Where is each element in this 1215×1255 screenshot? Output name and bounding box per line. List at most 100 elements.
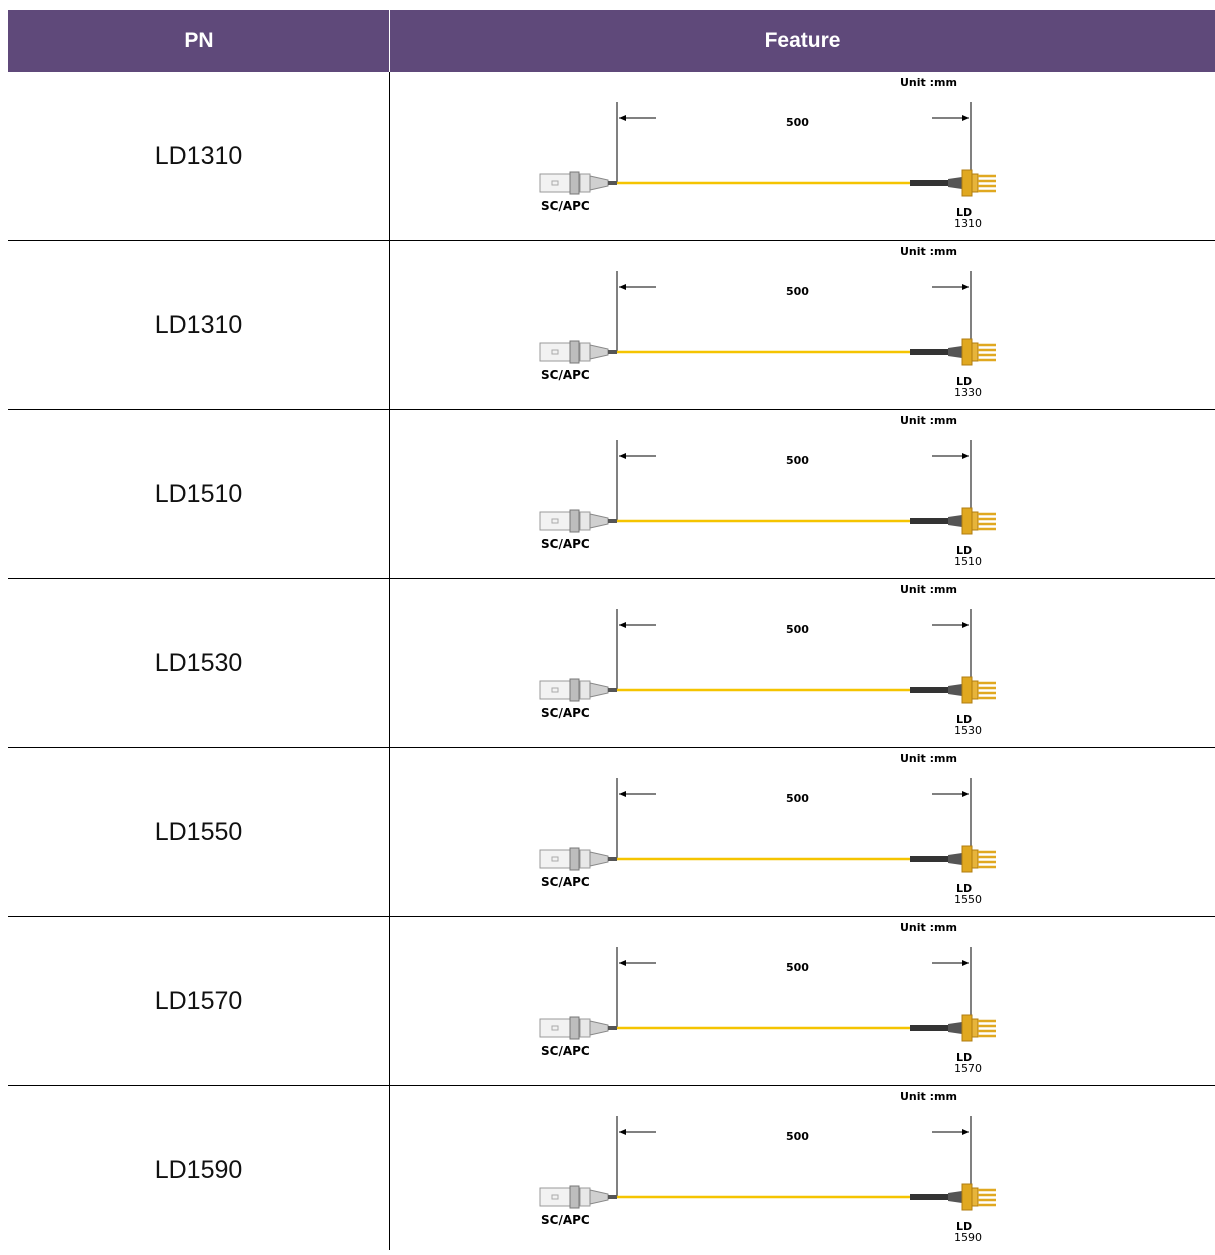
boot-taper — [948, 346, 962, 358]
ld-label: LD — [956, 375, 972, 388]
table-header: PN Feature — [8, 10, 1215, 72]
fiber-boot — [910, 856, 948, 862]
feature-cell: Unit :mm 500 SC/APC — [390, 72, 1215, 241]
sc-apc-connector-icon — [539, 847, 617, 871]
unit-label: Unit :mm — [900, 583, 957, 596]
ld-code-label: 1530 — [954, 724, 982, 737]
laser-diode-icon — [961, 507, 996, 535]
pigtail-diagram: Unit :mm 500 SC/APC — [539, 76, 996, 230]
pigtail-diagram: Unit :mm 500 SC/APC — [539, 921, 996, 1075]
connector-label: SC/APC — [541, 1213, 590, 1227]
ld-code-label: 1550 — [954, 893, 982, 906]
left-arrowhead — [619, 791, 626, 797]
feature-cell: Unit :mm 500 SC/APC — [390, 241, 1215, 410]
sc-apc-connector-icon — [539, 1185, 617, 1209]
laser-diode-icon — [961, 1183, 996, 1211]
table-row-6: LD1570 Unit :mm 500 — [8, 917, 1215, 1086]
sc-apc-connector-icon — [539, 171, 617, 195]
boot-taper — [948, 1191, 962, 1203]
row-divider — [8, 747, 1215, 748]
right-arrowhead — [962, 284, 969, 290]
left-arrowhead — [619, 960, 626, 966]
laser-diode-icon — [961, 676, 996, 704]
pigtail-diagram: Unit :mm 500 SC/APC — [539, 583, 996, 737]
pigtail-diagram: Unit :mm 500 SC/APC — [539, 245, 996, 399]
sc-apc-connector-icon — [539, 1016, 617, 1040]
feature-cell: Unit :mm 500 SC/APC — [390, 917, 1215, 1086]
ld-code-label: 1590 — [954, 1231, 982, 1244]
length-label: 500 — [786, 116, 809, 129]
table-row-3: LD1510 Unit :mm 500 — [8, 410, 1215, 579]
pigtail-diagram: Unit :mm 500 SC/APC — [539, 1090, 996, 1244]
right-arrowhead — [962, 453, 969, 459]
table-row-7: LD1590 Unit :mm 500 — [8, 1086, 1215, 1255]
fiber-boot — [910, 518, 948, 524]
length-label: 500 — [786, 285, 809, 298]
sc-apc-connector-icon — [539, 678, 617, 702]
header-feature: Feature — [764, 29, 841, 52]
left-arrowhead — [619, 284, 626, 290]
header-pn: PN — [184, 29, 214, 52]
header-divider — [389, 10, 390, 72]
unit-label: Unit :mm — [900, 1090, 957, 1103]
row-divider — [8, 1085, 1215, 1086]
feature-cell: Unit :mm 500 SC/APC — [390, 1086, 1215, 1255]
length-label: 500 — [786, 454, 809, 467]
row-divider — [8, 409, 1215, 410]
feature-cell: Unit :mm 500 SC/APC — [390, 579, 1215, 748]
laser-diode-icon — [961, 845, 996, 873]
row-divider — [8, 240, 1215, 241]
feature-cell: Unit :mm 500 SC/APC — [390, 748, 1215, 917]
length-label: 500 — [786, 961, 809, 974]
laser-diode-icon — [961, 338, 996, 366]
unit-label: Unit :mm — [900, 76, 957, 89]
pn-cell: LD1530 — [154, 649, 243, 677]
pn-cell: LD1570 — [154, 987, 243, 1015]
ld-label: LD — [956, 544, 972, 557]
connector-label: SC/APC — [541, 368, 590, 382]
pn-cell: LD1550 — [154, 818, 243, 846]
length-label: 500 — [786, 623, 809, 636]
boot-taper — [948, 853, 962, 865]
ld-label: LD — [956, 206, 972, 219]
unit-label: Unit :mm — [900, 752, 957, 765]
connector-label: SC/APC — [541, 875, 590, 889]
ld-code-label: 1570 — [954, 1062, 982, 1075]
boot-taper — [948, 1022, 962, 1034]
pigtail-diagram: Unit :mm 500 SC/APC — [539, 414, 996, 568]
connector-label: SC/APC — [541, 199, 590, 213]
fiber-boot — [910, 180, 948, 186]
unit-label: Unit :mm — [900, 414, 957, 427]
pn-cell: LD1510 — [154, 480, 243, 508]
left-arrowhead — [619, 1129, 626, 1135]
right-arrowhead — [962, 960, 969, 966]
table-row-5: LD1550 Unit :mm 500 — [8, 748, 1215, 917]
ld-code-label: 1310 — [954, 217, 982, 230]
ld-label: LD — [956, 713, 972, 726]
fiber-boot — [910, 1025, 948, 1031]
right-arrowhead — [962, 622, 969, 628]
laser-diode-icon — [961, 1014, 996, 1042]
right-arrowhead — [962, 1129, 969, 1135]
laser-diode-icon — [961, 169, 996, 197]
length-label: 500 — [786, 1130, 809, 1143]
ld-code-label: 1510 — [954, 555, 982, 568]
boot-taper — [948, 684, 962, 696]
ld-code-label: 1330 — [954, 386, 982, 399]
sc-apc-connector-icon — [539, 509, 617, 533]
length-label: 500 — [786, 792, 809, 805]
fiber-boot — [910, 687, 948, 693]
pigtail-diagram: Unit :mm 500 SC/APC — [539, 752, 996, 906]
right-arrowhead — [962, 791, 969, 797]
pn-cell: LD1310 — [154, 142, 243, 170]
ld-label: LD — [956, 1220, 972, 1233]
table-row-4: LD1530 Unit :mm 500 — [8, 579, 1215, 748]
pn-cell: LD1590 — [154, 1156, 243, 1184]
column-divider — [389, 72, 390, 1250]
ld-label: LD — [956, 882, 972, 895]
left-arrowhead — [619, 622, 626, 628]
fiber-boot — [910, 349, 948, 355]
boot-taper — [948, 177, 962, 189]
table-row-1: LD1310 Unit :mm 500 — [8, 72, 1215, 241]
row-divider — [8, 578, 1215, 579]
